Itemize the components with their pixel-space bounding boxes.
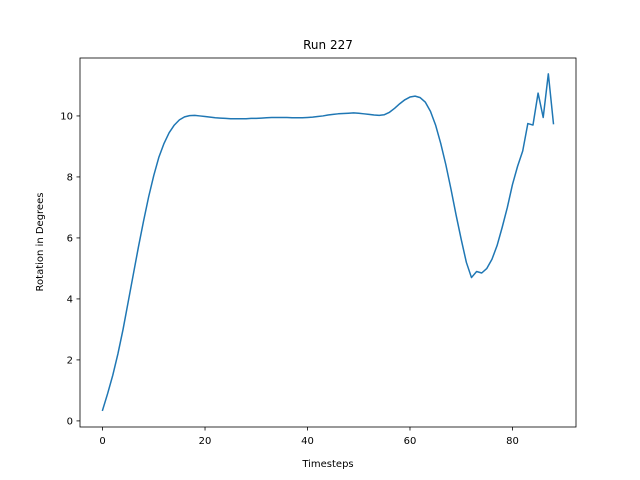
- x-tick-label: 40: [301, 436, 314, 447]
- y-tick-label: 6: [67, 233, 73, 244]
- chart-title: Run 227: [303, 38, 353, 52]
- x-axis-label: Timesteps: [301, 459, 353, 470]
- plot-area: [101, 73, 555, 412]
- y-tick-label: 0: [67, 416, 73, 427]
- y-tick-label: 8: [67, 172, 73, 183]
- x-tick-label: 20: [199, 436, 212, 447]
- x-axis-ticks: 0 20 40 60 80: [99, 427, 519, 447]
- series-line: [101, 73, 555, 412]
- y-tick-label: 4: [67, 294, 73, 305]
- y-tick-label: 2: [67, 355, 73, 366]
- x-tick-label: 80: [506, 436, 519, 447]
- y-axis-label: Rotation in Degrees: [35, 193, 46, 292]
- x-tick-label: 60: [404, 436, 417, 447]
- x-tick-label: 0: [99, 436, 105, 447]
- y-axis-ticks: 0 2 4 6 8 10: [60, 111, 80, 427]
- y-tick-label: 10: [60, 111, 73, 122]
- axes-frame: [79, 57, 577, 428]
